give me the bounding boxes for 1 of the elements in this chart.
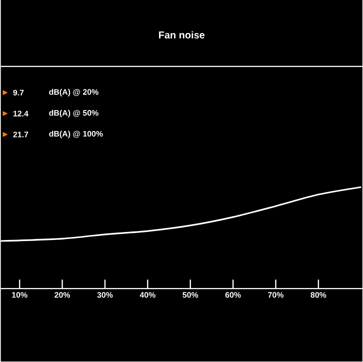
chart-title: Fan noise	[159, 31, 205, 39]
